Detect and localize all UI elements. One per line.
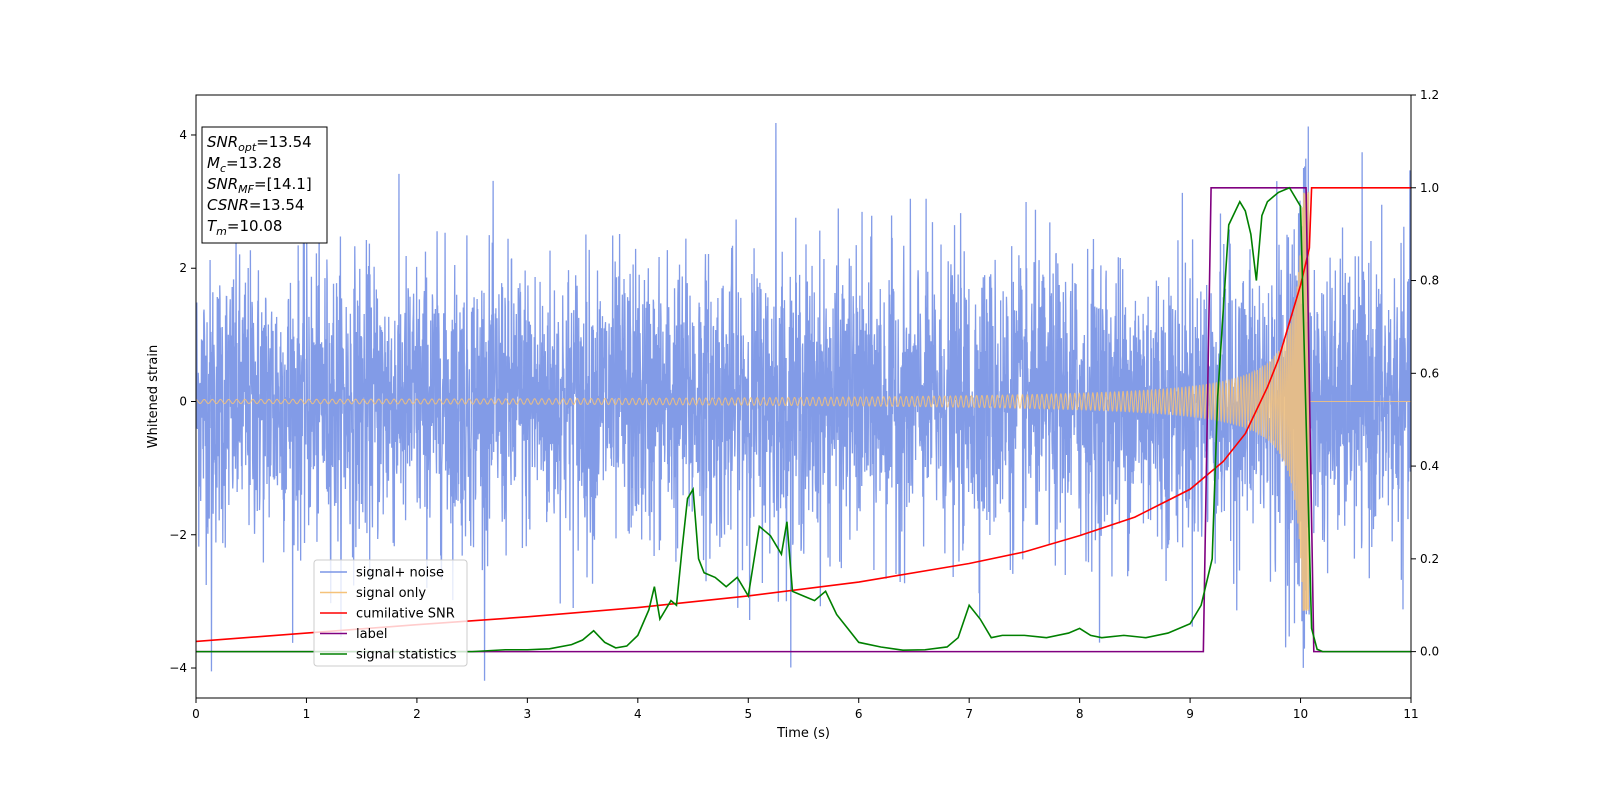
y-axis-label: Whitened strain — [146, 345, 161, 448]
info-var-name: T — [207, 217, 218, 235]
info-var-value: =13.54 — [256, 133, 312, 151]
y2-tick-label: 0.8 — [1420, 274, 1439, 288]
info-var-subscript: MF — [238, 183, 254, 196]
legend-entry: signal only — [356, 586, 426, 601]
axes-frame — [195, 94, 1412, 699]
legend: signal+ noise signal only cumilative SNR la… — [313, 559, 468, 667]
y2-tick-label: 0.6 — [1420, 366, 1439, 380]
y2-tick-label: 1.0 — [1420, 181, 1439, 195]
x-tick-label: 7 — [965, 707, 973, 721]
x-tick-label: 1 — [303, 707, 311, 721]
info-var-name: SNR — [207, 175, 238, 193]
info-var-name: M — [207, 154, 220, 172]
y2-tick-label: 1.2 — [1420, 88, 1439, 102]
x-tick-label: 9 — [1186, 707, 1194, 721]
legend-entry: signal+ noise — [356, 566, 444, 581]
x-tick-label: 8 — [1076, 707, 1084, 721]
y2-tick-label: 0.0 — [1420, 645, 1439, 659]
x-tick-label: 6 — [855, 707, 863, 721]
legend-entry: label — [356, 627, 387, 642]
y2-tick-label: 0.4 — [1420, 459, 1439, 473]
info-box: SNRopt=13.54Mc=13.28SNRMF=[14.1]CSNR=13.… — [201, 126, 328, 244]
legend-entry: signal statistics — [356, 648, 457, 663]
info-line: Tm=10.08 — [207, 217, 282, 238]
y-tick-label: −2 — [169, 528, 187, 542]
x-tick-label: 3 — [524, 707, 532, 721]
y-tick-label: −4 — [169, 661, 187, 675]
x-axis-label: Time (s) — [776, 726, 830, 741]
x-tick-label: 4 — [634, 707, 642, 721]
info-line: CSNR=13.54 — [207, 196, 304, 214]
info-box-frame — [201, 126, 328, 244]
axes: 0 1 2 3 4 5 6 7 8 9 10 11 4 2 0 −2 −4 1.2 1.0 0.8 0.6 0.4 0.2 0… — [146, 88, 1439, 741]
info-var-value: =13.54 — [249, 196, 305, 214]
info-var-value: =13.28 — [226, 154, 282, 172]
x-tick-label: 11 — [1403, 707, 1418, 721]
info-line: SNRMF=[14.1] — [207, 175, 312, 196]
plot-area — [196, 122, 1411, 681]
legend-entry: cumilative SNR — [356, 607, 455, 622]
info-line: Mc=13.28 — [207, 154, 282, 175]
y-tick-label: 0 — [179, 394, 187, 408]
plot-clip-group — [196, 122, 1411, 681]
info-var-subscript: m — [216, 225, 227, 238]
info-line: SNRopt=13.54 — [207, 133, 312, 154]
y-tick-label: 4 — [179, 128, 187, 142]
legend-box — [313, 559, 468, 667]
info-var-subscript: opt — [238, 141, 257, 154]
series-signal-only-line — [196, 191, 1411, 612]
y2-tick-label: 0.2 — [1420, 552, 1439, 566]
info-var-value: =[14.1] — [254, 175, 312, 193]
y-tick-label: 2 — [179, 261, 187, 275]
info-var-subscript: c — [220, 162, 226, 175]
series-cumulative-snr-line — [196, 186, 1411, 643]
x-tick-label: 2 — [413, 707, 421, 721]
info-var-name: SNR — [207, 133, 238, 151]
x-tick-label: 10 — [1293, 707, 1308, 721]
info-var-name: CSNR — [207, 196, 249, 214]
series-signal-statistics-line — [196, 186, 1411, 653]
info-var-value: =10.08 — [227, 217, 283, 235]
x-tick-label: 0 — [192, 707, 200, 721]
x-tick-label: 5 — [744, 707, 752, 721]
